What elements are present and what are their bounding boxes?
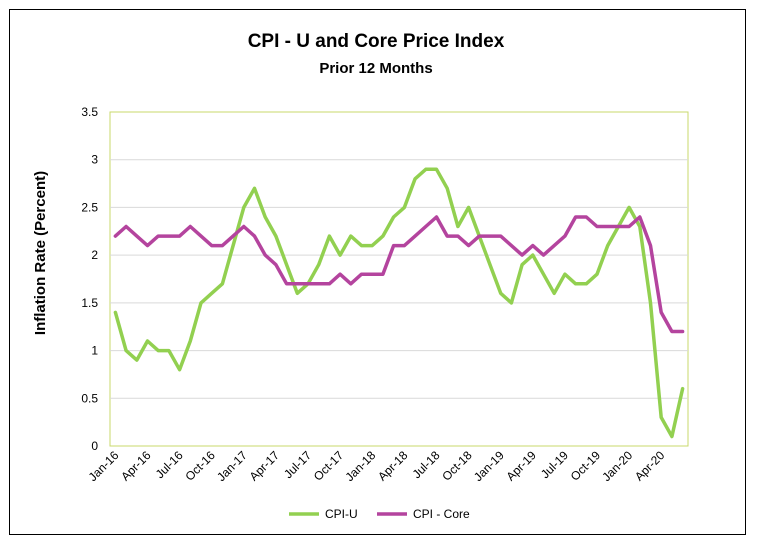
y-tick-label: 1 xyxy=(91,344,98,358)
x-tick-label: Jan-16 xyxy=(86,448,122,484)
grid-lines xyxy=(110,159,688,399)
x-tick-label: Jul-17 xyxy=(281,448,314,481)
x-tick-label: Apr-17 xyxy=(247,448,283,484)
y-axis-label: Inflation Rate (Percent) xyxy=(32,171,49,335)
x-tick-label: Apr-18 xyxy=(375,448,411,484)
chart-frame xyxy=(9,9,746,535)
y-tick-label: 0.5 xyxy=(81,391,98,405)
x-tick-label: Oct-16 xyxy=(182,448,218,484)
series-lines xyxy=(113,167,685,439)
x-tick-label: Apr-16 xyxy=(118,448,154,484)
x-tick-label: Oct-17 xyxy=(311,448,347,484)
y-tick-label: 3.5 xyxy=(81,105,98,119)
y-tick-label: 3 xyxy=(91,153,98,167)
chart-title: CPI - U and Core Price Index xyxy=(248,31,505,52)
x-tick-label: Oct-19 xyxy=(568,448,604,484)
legend: CPI-U CPI - Core xyxy=(289,507,470,521)
x-tick-label: Jul-16 xyxy=(153,448,186,481)
y-tick-label: 2.5 xyxy=(81,200,98,214)
x-tick-label: Oct-18 xyxy=(439,448,475,484)
y-axis-ticks: 0 0.5 1 1.5 2 2.5 3 3.5 xyxy=(81,105,98,453)
legend-label-cpi-core: CPI - Core xyxy=(413,507,470,521)
x-tick-label: Jan-19 xyxy=(471,448,507,484)
x-tick-label: Jul-19 xyxy=(538,448,571,481)
x-tick-label: Jul-18 xyxy=(410,448,443,481)
chart-subtitle: Prior 12 Months xyxy=(319,60,432,77)
series-line-cpi-u xyxy=(113,167,685,439)
x-tick-label: Jan-18 xyxy=(343,448,379,484)
y-tick-label: 0 xyxy=(91,439,98,453)
y-tick-label: 2 xyxy=(91,248,98,262)
legend-label-cpi-u: CPI-U xyxy=(325,507,358,521)
x-tick-label: Jan-17 xyxy=(214,448,250,484)
y-tick-label: 1.5 xyxy=(81,296,98,310)
series-line-cpi-core xyxy=(113,215,685,334)
x-tick-label: Apr-20 xyxy=(632,448,668,484)
x-tick-label: Jan-20 xyxy=(599,448,635,484)
plot-area xyxy=(109,111,689,447)
x-tick-label: Apr-19 xyxy=(504,448,540,484)
